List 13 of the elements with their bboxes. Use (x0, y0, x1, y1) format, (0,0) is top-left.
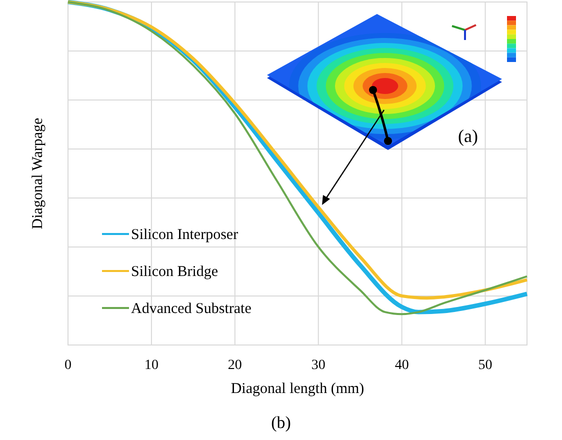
text: (b) (271, 413, 291, 432)
x-tick-label: 10 (144, 358, 158, 373)
legend-label: Silicon Bridge (131, 264, 218, 280)
x-tick-label: 0 (64, 358, 72, 373)
y-axis-title: Diagonal Warpage (30, 117, 46, 230)
x-tick-label: 30 (311, 358, 326, 373)
x-tick-label: 20 (228, 358, 242, 373)
x-axis-title: Diagonal length (mm) (230, 381, 364, 397)
x-tick-label: 40 (394, 358, 409, 373)
legend-label: Advanced Substrate (131, 301, 252, 317)
x-tick-label: 50 (478, 358, 492, 373)
legend-label: Silicon Interposer (131, 227, 238, 243)
annotation: (a) (458, 126, 478, 146)
